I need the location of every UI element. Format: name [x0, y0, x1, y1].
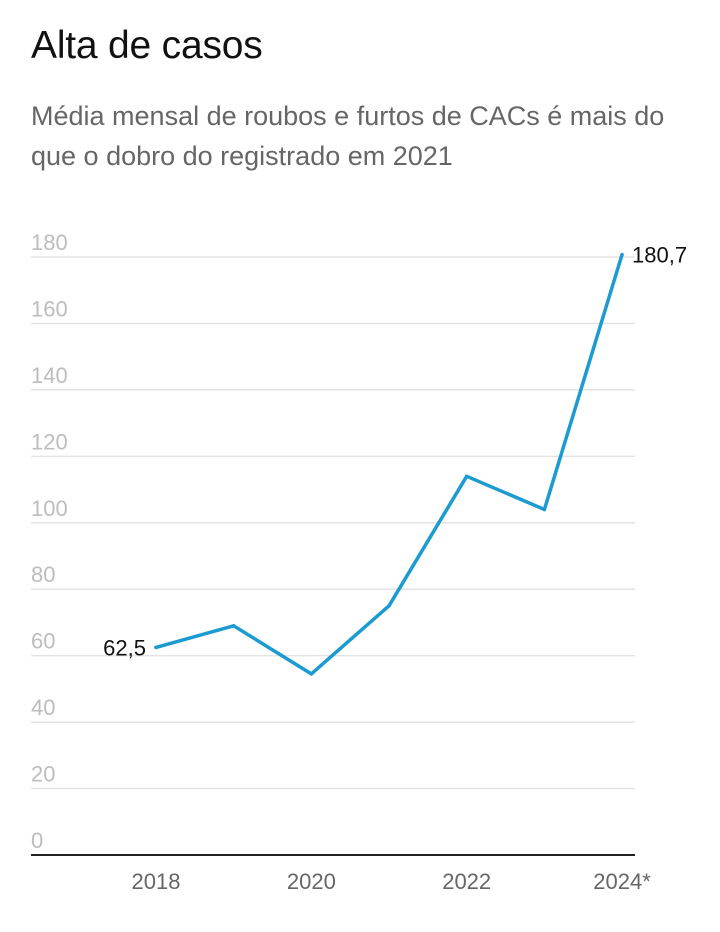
y-tick-label-160: 160 [31, 296, 68, 321]
y-tick-label-180: 180 [31, 230, 68, 255]
data-point-2021 [387, 604, 391, 608]
data-point-2020 [309, 672, 314, 676]
y-tick-label-0: 0 [31, 828, 43, 853]
x-tick-label-2018: 2018 [132, 869, 181, 894]
chart-title: Alta de casos [31, 24, 263, 67]
y-tick-label-100: 100 [31, 496, 68, 521]
x-tick-label-2020: 2020 [287, 869, 336, 894]
data-label-2024: 180,7 [632, 243, 687, 268]
x-tick-label-2024: 2024* [593, 869, 651, 894]
chart-subtitle: Média mensal de roubos e furtos de CACs … [31, 101, 665, 171]
y-tick-label-140: 140 [31, 363, 68, 388]
y-tick-label-40: 40 [31, 695, 55, 720]
data-point-2018 [154, 645, 158, 650]
y-tick-label-80: 80 [31, 562, 55, 587]
data-point-2022 [464, 474, 469, 479]
data-point-2019 [231, 624, 236, 628]
y-tick-label-20: 20 [31, 762, 55, 787]
x-tick-label-2022: 2022 [442, 869, 491, 894]
y-tick-label-120: 120 [31, 429, 68, 454]
data-label-2018: 62,5 [103, 635, 146, 660]
data-point-2023 [542, 507, 547, 512]
data-point-2024 [620, 252, 624, 257]
series-line-0 [154, 252, 624, 676]
y-tick-label-60: 60 [31, 629, 55, 654]
